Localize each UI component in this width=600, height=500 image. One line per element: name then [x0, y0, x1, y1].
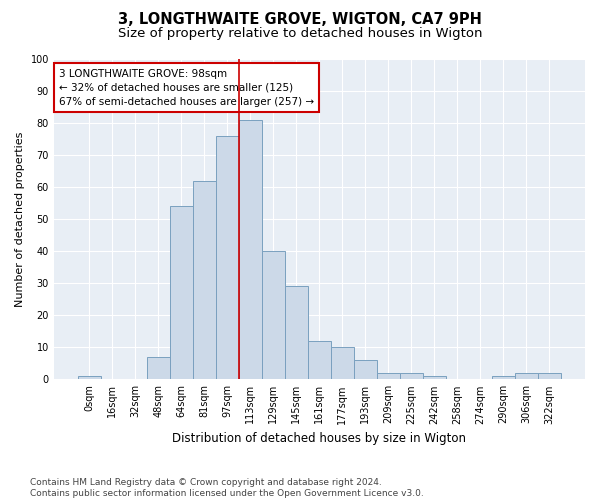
Bar: [538, 373, 561, 380]
Bar: [170, 206, 193, 380]
Text: 3 LONGTHWAITE GROVE: 98sqm
← 32% of detached houses are smaller (125)
67% of sem: 3 LONGTHWAITE GROVE: 98sqm ← 32% of deta…: [59, 68, 314, 106]
Bar: [308, 341, 331, 380]
Text: 3, LONGTHWAITE GROVE, WIGTON, CA7 9PH: 3, LONGTHWAITE GROVE, WIGTON, CA7 9PH: [118, 12, 482, 28]
Bar: [193, 180, 216, 380]
Bar: [262, 251, 285, 380]
Bar: [147, 357, 170, 380]
Bar: [78, 376, 101, 380]
Bar: [515, 373, 538, 380]
Text: Size of property relative to detached houses in Wigton: Size of property relative to detached ho…: [118, 28, 482, 40]
Bar: [492, 376, 515, 380]
Bar: [216, 136, 239, 380]
Bar: [400, 373, 423, 380]
Bar: [377, 373, 400, 380]
X-axis label: Distribution of detached houses by size in Wigton: Distribution of detached houses by size …: [172, 432, 466, 445]
Bar: [285, 286, 308, 380]
Bar: [354, 360, 377, 380]
Bar: [239, 120, 262, 380]
Bar: [331, 348, 354, 380]
Y-axis label: Number of detached properties: Number of detached properties: [15, 132, 25, 307]
Text: Contains HM Land Registry data © Crown copyright and database right 2024.
Contai: Contains HM Land Registry data © Crown c…: [30, 478, 424, 498]
Bar: [423, 376, 446, 380]
